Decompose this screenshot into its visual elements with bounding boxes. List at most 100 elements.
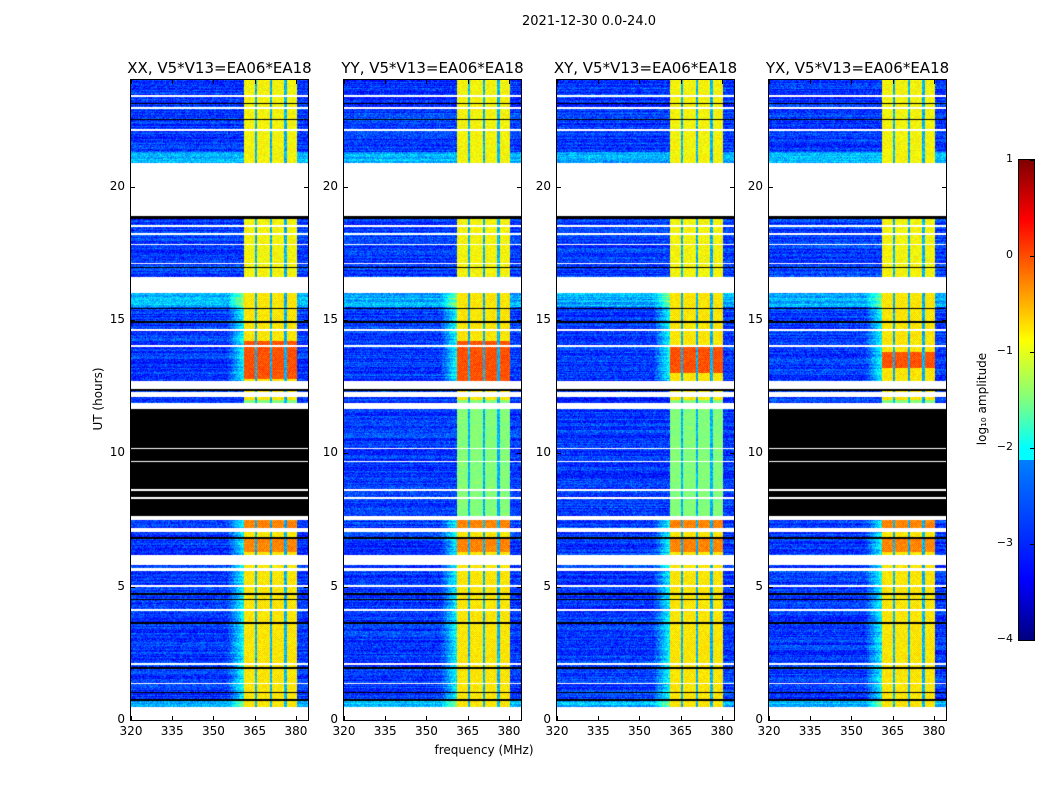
colorbar-tick-mark <box>1030 256 1034 257</box>
x-tick-mark <box>426 716 428 720</box>
x-tick-label: 350 <box>840 724 863 738</box>
y-axis-label: UT (hours) <box>91 367 105 431</box>
x-tick-mark <box>172 80 174 84</box>
colorbar <box>1018 159 1035 641</box>
y-tick-label: 15 <box>747 312 763 326</box>
x-tick-label: 320 <box>332 724 356 738</box>
x-tick-mark <box>172 716 174 720</box>
y-tick-mark <box>517 186 521 188</box>
x-tick-mark <box>851 716 853 720</box>
y-tick-label: 15 <box>535 312 551 326</box>
y-tick-label: 10 <box>535 445 551 460</box>
x-tick-mark <box>721 716 723 720</box>
x-tick-mark <box>933 716 935 720</box>
y-tick-mark <box>769 586 773 588</box>
y-tick-mark <box>942 453 946 455</box>
colorbar-tick-label: −1 <box>996 344 1013 357</box>
x-tick-mark <box>680 80 682 84</box>
spectrogram-image <box>344 80 521 720</box>
x-tick-mark <box>508 80 510 84</box>
x-tick-mark <box>769 80 770 84</box>
y-tick-mark <box>730 320 734 321</box>
panel-title: XY, V5*V13=EA06*EA18 <box>553 59 738 77</box>
y-tick-mark <box>517 320 521 321</box>
y-tick-label: 10 <box>109 445 125 460</box>
y-tick-label: 10 <box>747 445 763 460</box>
y-tick-mark <box>730 453 734 455</box>
x-tick-mark <box>254 80 256 84</box>
y-tick-label: 0 <box>755 712 763 726</box>
y-tick-mark <box>304 720 308 721</box>
panel-title: YX, V5*V13=EA06*EA18 <box>765 59 950 77</box>
x-tick-label: 320 <box>545 724 569 738</box>
y-tick-mark <box>344 720 348 721</box>
y-tick-mark <box>769 720 773 721</box>
y-tick-label: 15 <box>109 312 125 326</box>
colorbar-tick-mark <box>1030 448 1034 449</box>
y-tick-mark <box>557 720 561 721</box>
y-tick-mark <box>344 186 348 188</box>
x-tick-label: 380 <box>710 724 734 738</box>
spectrogram-panel-0 <box>130 79 309 721</box>
y-tick-label: 0 <box>543 712 551 726</box>
y-tick-mark <box>131 586 135 588</box>
y-tick-mark <box>131 720 135 721</box>
x-tick-mark <box>344 80 345 84</box>
colorbar-tick-label: −4 <box>996 632 1013 645</box>
y-tick-mark <box>769 453 773 455</box>
x-tick-mark <box>639 80 641 84</box>
x-axis-label: frequency (MHz) <box>434 743 534 757</box>
x-tick-mark <box>467 80 469 84</box>
y-tick-label: 20 <box>322 178 338 193</box>
x-tick-mark <box>598 716 600 720</box>
y-tick-mark <box>942 586 946 588</box>
y-tick-mark <box>131 186 135 188</box>
y-tick-mark <box>344 453 348 455</box>
spectrogram-panel-3 <box>768 79 947 721</box>
x-tick-mark <box>213 80 215 84</box>
y-tick-mark <box>942 720 946 721</box>
y-tick-mark <box>344 586 348 588</box>
y-tick-label: 20 <box>747 178 763 193</box>
x-tick-mark <box>385 80 387 84</box>
y-tick-label: 0 <box>117 712 125 726</box>
y-tick-mark <box>942 320 946 321</box>
x-tick-label: 350 <box>415 724 438 738</box>
y-tick-mark <box>730 186 734 188</box>
x-tick-label: 335 <box>586 724 610 738</box>
spectrogram-panel-1 <box>343 79 522 721</box>
x-tick-mark <box>892 80 894 84</box>
colorbar-tick-label: 1 <box>1006 152 1013 165</box>
x-tick-label: 320 <box>757 724 781 738</box>
y-tick-mark <box>304 453 308 455</box>
x-tick-label: 350 <box>202 724 225 738</box>
x-tick-mark <box>295 80 297 84</box>
x-tick-label: 365 <box>881 724 905 738</box>
x-tick-mark <box>213 716 215 720</box>
spectrogram-image <box>557 80 734 720</box>
colorbar-tick-mark <box>1030 160 1034 161</box>
colorbar-tick-label: 0 <box>1006 248 1013 261</box>
x-tick-mark <box>131 716 132 720</box>
y-tick-label: 15 <box>322 312 338 326</box>
x-tick-label: 380 <box>922 724 946 738</box>
x-tick-mark <box>508 716 510 720</box>
y-tick-mark <box>131 453 135 455</box>
x-tick-label: 335 <box>373 724 397 738</box>
x-tick-mark <box>467 716 469 720</box>
y-tick-mark <box>304 586 308 588</box>
x-tick-label: 365 <box>456 724 480 738</box>
x-tick-mark <box>254 716 256 720</box>
x-tick-mark <box>680 716 682 720</box>
y-tick-mark <box>344 320 348 321</box>
colorbar-tick-mark <box>1030 544 1034 545</box>
x-tick-mark <box>810 716 812 720</box>
x-tick-label: 380 <box>497 724 521 738</box>
x-tick-label: 365 <box>243 724 267 738</box>
y-tick-label: 5 <box>330 578 338 593</box>
x-tick-mark <box>598 80 600 84</box>
x-tick-label: 335 <box>798 724 822 738</box>
x-tick-label: 350 <box>628 724 651 738</box>
y-tick-mark <box>730 720 734 721</box>
y-tick-label: 20 <box>535 178 551 193</box>
